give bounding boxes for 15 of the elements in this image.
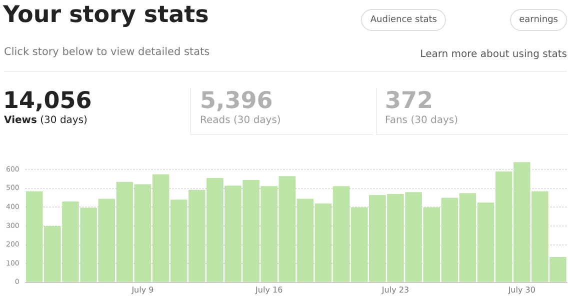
text: Views (30 days) bbox=[4, 115, 88, 126]
chart-title: Your story stats bbox=[3, 2, 209, 28]
text: Reads (30 days) bbox=[200, 115, 281, 126]
text: Learn more about using stats bbox=[420, 49, 567, 60]
text: earnings bbox=[510, 9, 567, 31]
text: 14,056 bbox=[3, 88, 92, 114]
text: Fans (30 days) bbox=[385, 115, 458, 126]
x-tick-label: July 9 bbox=[130, 285, 154, 294]
text: Click story below to view detailed stats bbox=[4, 46, 210, 58]
text: Audience stats bbox=[361, 9, 446, 31]
text: 372 bbox=[385, 88, 434, 114]
x-tick-label: July 23 bbox=[380, 285, 410, 294]
text: 5,396 bbox=[200, 88, 273, 114]
x-tick-label: July 16 bbox=[254, 285, 283, 294]
x-tick-label: July 30 bbox=[507, 285, 536, 294]
